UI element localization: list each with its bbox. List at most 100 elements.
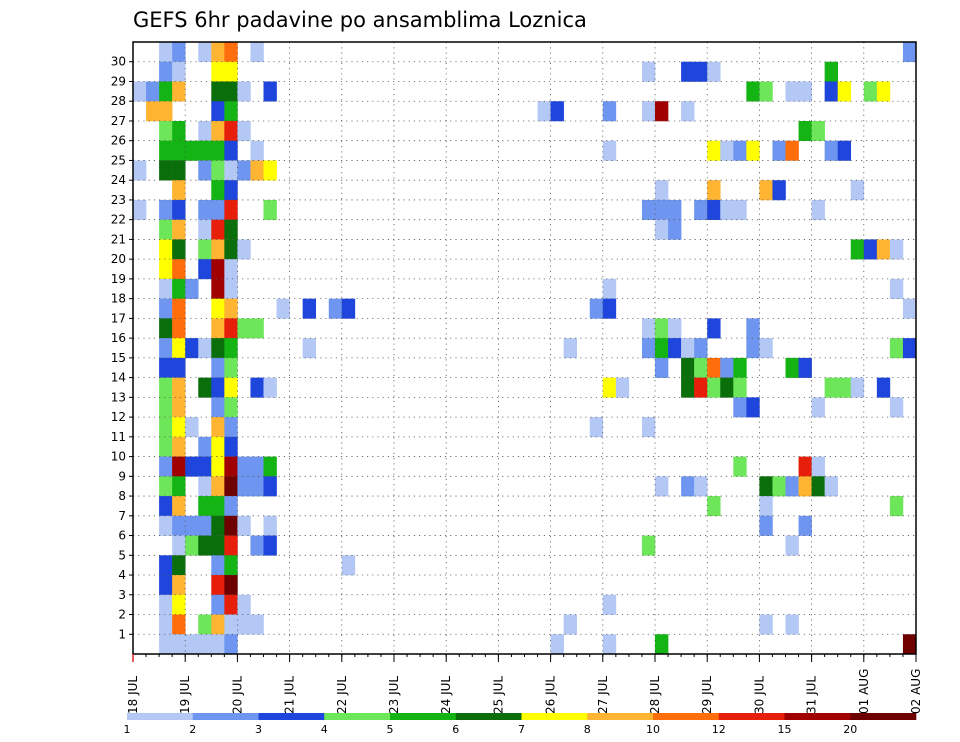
heatmap-cell <box>172 259 186 280</box>
heatmap-cell <box>224 614 238 635</box>
x-tick-label: 29 JUL <box>700 676 714 714</box>
heatmap-cell <box>172 594 186 615</box>
heatmap-cell <box>250 614 264 635</box>
heatmap-cells <box>133 42 917 655</box>
heatmap-cell <box>198 535 212 556</box>
heatmap-cell <box>720 357 734 378</box>
heatmap-cell <box>172 42 186 63</box>
heatmap-cell <box>211 555 225 576</box>
heatmap-cell <box>224 575 238 596</box>
color-legend: 1 2 3 4 5 6 7 8 10 12 15 20 <box>124 713 917 736</box>
heatmap-cell <box>159 476 173 497</box>
heatmap-cell <box>224 239 238 260</box>
heatmap-cell <box>211 456 225 477</box>
heatmap-cell <box>185 278 199 299</box>
heatmap-cell <box>276 298 290 319</box>
heatmap-cell <box>641 338 656 359</box>
y-tick-label: 17 <box>111 311 126 325</box>
heatmap-cell <box>159 575 173 596</box>
heatmap-cell <box>159 101 173 122</box>
heatmap-cell <box>224 476 238 497</box>
heatmap-cell <box>863 81 878 102</box>
heatmap-cell <box>172 318 186 339</box>
heatmap-cell <box>198 259 212 280</box>
heatmap-cell <box>224 42 238 63</box>
heatmap-cell <box>263 199 277 220</box>
heatmap-cell <box>824 81 838 102</box>
heatmap-cell <box>172 397 186 418</box>
heatmap-cell <box>172 81 186 102</box>
heatmap-cell <box>811 456 825 477</box>
heatmap-cell <box>902 298 917 319</box>
heatmap-cell <box>746 397 760 418</box>
heatmap-cell <box>772 180 786 201</box>
heatmap-cell <box>211 219 225 240</box>
heatmap-cell <box>224 278 238 299</box>
heatmap-cell <box>224 199 238 220</box>
heatmap-cell <box>172 476 186 497</box>
heatmap-cell <box>733 140 747 161</box>
heatmap-cell <box>224 259 238 280</box>
y-tick-label: 21 <box>111 232 126 246</box>
heatmap-cell <box>159 338 173 359</box>
y-tick-label: 23 <box>111 193 126 207</box>
heatmap-cell <box>602 298 617 319</box>
heatmap-cell <box>902 338 917 359</box>
y-tick-label: 15 <box>111 351 126 365</box>
heatmap-cell <box>159 278 173 299</box>
heatmap-cell <box>159 318 173 339</box>
heatmap-cell <box>733 357 747 378</box>
heatmap-cell <box>211 417 225 438</box>
heatmap-cell <box>655 318 669 339</box>
legend-label: 5 <box>387 723 394 736</box>
heatmap-cell <box>224 456 238 477</box>
heatmap-cell <box>798 515 812 536</box>
heatmap-cell <box>589 298 604 319</box>
heatmap-cell <box>250 140 264 161</box>
heatmap-cell <box>224 160 238 181</box>
heatmap-cell <box>681 357 695 378</box>
heatmap-cell <box>602 278 617 299</box>
heatmap-cell <box>641 535 656 556</box>
heatmap-cell <box>185 338 199 359</box>
heatmap-cell <box>889 239 904 260</box>
heatmap-cell <box>641 61 656 82</box>
heatmap-cell <box>602 594 617 615</box>
heatmap-cell <box>263 81 277 102</box>
heatmap-cell <box>694 61 708 82</box>
heatmap-cell <box>211 180 225 201</box>
heatmap-cell <box>159 634 173 655</box>
heatmap-cell <box>159 496 173 517</box>
heatmap-cell <box>237 318 251 339</box>
heatmap-cell <box>655 180 669 201</box>
heatmap-cell <box>798 357 812 378</box>
heatmap-cell <box>224 634 238 655</box>
heatmap-cell <box>341 298 356 319</box>
y-tick-label: 16 <box>111 331 126 345</box>
heatmap-cell <box>211 515 225 536</box>
heatmap-cell <box>172 338 186 359</box>
heatmap-cell <box>563 338 577 359</box>
heatmap-cell <box>198 614 212 635</box>
heatmap-cell <box>341 555 356 576</box>
heatmap-cell <box>172 120 186 142</box>
y-tick-label: 20 <box>111 252 126 266</box>
heatmap-cell <box>198 515 212 536</box>
heatmap-cell <box>159 298 173 319</box>
heatmap-cell <box>263 515 277 536</box>
heatmap-cell <box>328 298 343 319</box>
heatmap-cell <box>159 160 173 181</box>
heatmap-cell <box>602 377 617 398</box>
heatmap-cell <box>198 199 212 220</box>
heatmap-cell <box>759 476 773 497</box>
heatmap-cell <box>211 61 225 82</box>
heatmap-cell <box>224 515 238 536</box>
heatmap-cell <box>237 594 251 615</box>
heatmap-cell <box>798 456 812 477</box>
heatmap-cell <box>146 101 160 122</box>
heatmap-cell <box>172 61 186 82</box>
heatmap-cell <box>211 634 225 655</box>
y-tick-label: 13 <box>111 390 126 404</box>
heatmap-cell <box>224 535 238 556</box>
